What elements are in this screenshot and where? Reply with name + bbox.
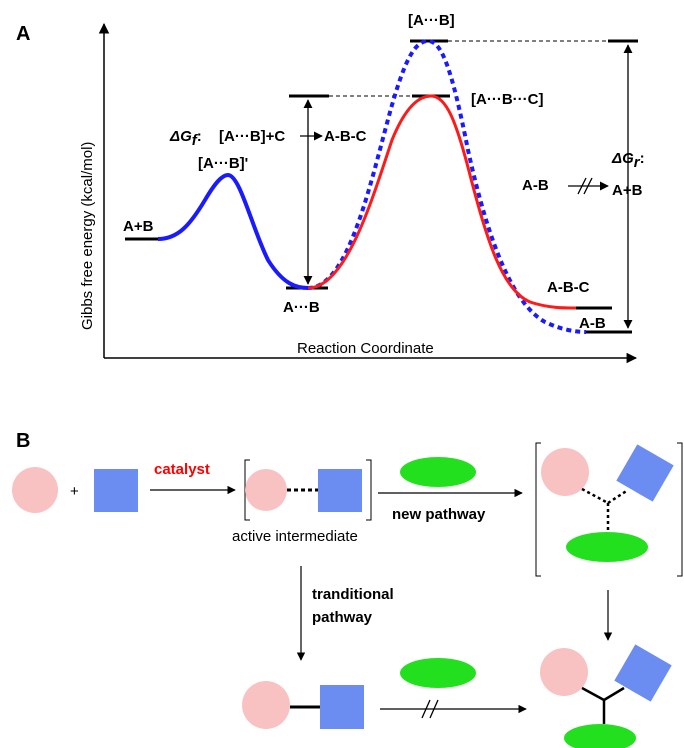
active-intermediate-label: active intermediate	[232, 528, 358, 545]
ts-ellipse	[566, 532, 648, 562]
ts-circle	[541, 448, 589, 496]
final-square	[614, 644, 672, 702]
new-pathway-label: new pathway	[392, 506, 486, 523]
label-product-blue: A-B	[579, 315, 606, 332]
panel-b-label: B	[16, 430, 30, 452]
blue-curve-dashed	[307, 38, 587, 334]
delta-gr-label: ΔGr:	[611, 150, 645, 171]
delta-gf-product: A-B-C	[324, 128, 367, 145]
panel-a-label: A	[16, 23, 30, 45]
reactant-square	[94, 469, 138, 512]
delta-gr-slash-1	[577, 177, 587, 195]
intermediate-bracket-right	[366, 459, 372, 521]
blocked-slash-1	[421, 699, 431, 719]
product-square	[320, 685, 364, 729]
ts-bracket-right	[677, 442, 683, 577]
delta-gf-reaction: [A···B]+C	[219, 128, 285, 145]
y-axis-label: Gibbs free energy (kcal/mol)	[79, 142, 96, 330]
ts-square	[616, 444, 674, 502]
final-ellipse	[564, 724, 636, 748]
product-circle	[242, 681, 290, 729]
delta-gr-product: A+B	[612, 182, 643, 199]
ts-bracket-left	[535, 442, 541, 577]
red-curve	[307, 94, 577, 310]
reactant-circle	[12, 467, 58, 513]
blocked-slash-2	[429, 699, 439, 719]
plus-sign: +	[70, 483, 79, 500]
traditional-label-1: tranditional	[312, 586, 394, 603]
intermediate-square	[318, 469, 362, 512]
ts-bond-circle	[581, 487, 609, 505]
label-ts-red: [A···B···C]	[471, 91, 543, 108]
x-axis-label: Reaction Coordinate	[297, 340, 434, 357]
blue-curve-left	[157, 172, 309, 290]
delta-gr-slash-2	[583, 177, 593, 195]
intermediate-circle	[245, 469, 287, 511]
final-bond-square	[603, 686, 625, 702]
reagent-ellipse-bottom	[400, 658, 476, 688]
delta-gf-label: ΔGf:	[169, 128, 202, 149]
final-circle	[540, 648, 588, 696]
label-ts1: [A···B]'	[198, 155, 248, 172]
catalyst-label: catalyst	[154, 461, 210, 478]
reagent-ellipse-top	[400, 457, 476, 487]
final-bond-circle	[581, 686, 605, 702]
label-intermediate: A···B	[283, 299, 320, 316]
traditional-label-2: pathway	[312, 609, 373, 626]
label-product-red: A-B-C	[547, 279, 590, 296]
label-reactants: A+B	[123, 218, 154, 235]
delta-gr-reactant: A-B	[522, 177, 549, 194]
ts-bond-square	[607, 488, 629, 505]
label-ts-blue: [A···B]	[408, 12, 455, 29]
